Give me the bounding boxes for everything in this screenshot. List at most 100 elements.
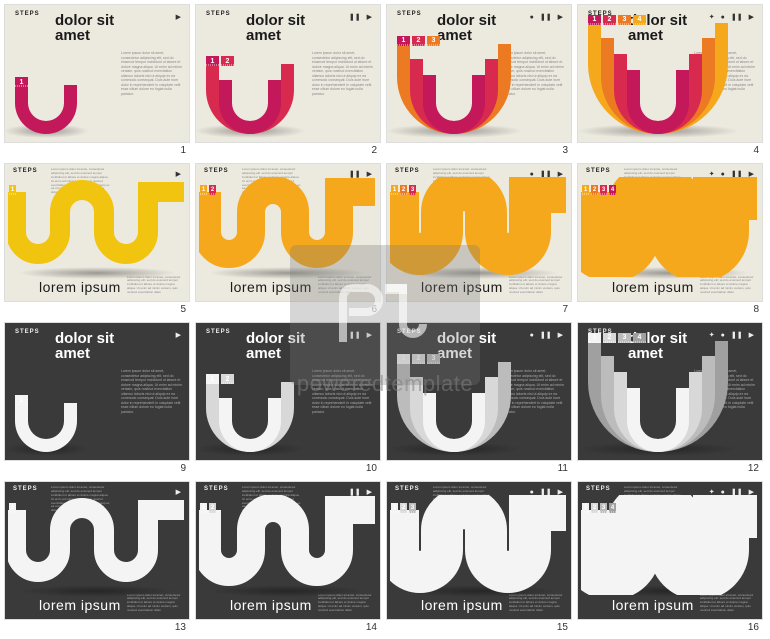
body-text: Lorem ipsum dolor sit amet, consectetur …	[121, 51, 183, 96]
step-tab-1: 1	[391, 503, 398, 513]
step-tab-2: 2	[603, 15, 616, 25]
control-icon: ▶	[176, 13, 181, 21]
slide-number: 3	[386, 143, 572, 158]
step-tab-2: 2	[400, 185, 407, 195]
slide-number: 7	[386, 302, 572, 317]
control-icon: ❚❚	[731, 13, 743, 21]
slide-number: 2	[195, 143, 381, 158]
control-icon: ❚❚	[349, 331, 361, 339]
slide-number: 15	[386, 620, 572, 635]
step-tab-3: 3	[600, 503, 607, 513]
slide-4[interactable]: STEPSdolor sit ametLorem ipsum dolor sit…	[577, 4, 763, 143]
slide-title: dolor sit amet	[246, 13, 336, 43]
step-tab-1: 1	[200, 503, 207, 513]
step-tab-3: 3	[427, 36, 440, 46]
control-icon: ❚❚	[349, 13, 361, 21]
step-tab-1: 1	[397, 36, 410, 46]
slide-number: 6	[195, 302, 381, 317]
slide-number: 13	[4, 620, 190, 635]
slide-title: dolor sit amet	[55, 13, 145, 43]
step-tab-1: 1	[206, 56, 219, 66]
slide-12[interactable]: STEPSdolor sit ametLorem ipsum dolor sit…	[577, 322, 763, 461]
body-text: Lorem ipsum dolor sit amet, consectetur …	[121, 369, 183, 414]
step-tab-3: 3	[618, 333, 631, 343]
step-tab-2: 2	[221, 374, 234, 384]
slide-15[interactable]: STEPSLorem ipsum dolor sit amet, consect…	[386, 481, 572, 620]
step-tab-2: 2	[591, 503, 598, 513]
slide-number: 14	[195, 620, 381, 635]
control-icon: ▶	[367, 331, 372, 339]
slide-3[interactable]: STEPSdolor sit ametLorem ipsum dolor sit…	[386, 4, 572, 143]
steps-label: STEPS	[397, 11, 422, 17]
body-text: Lorem ipsum dolor sit amet, consectetur …	[312, 51, 374, 96]
step-tab-1: 1	[588, 333, 601, 343]
body-text: Lorem ipsum dolor sit amet, consectetur …	[503, 369, 565, 414]
control-icon: ●	[530, 14, 534, 21]
slide-number: 9	[4, 461, 190, 476]
step-tab-3: 3	[427, 354, 440, 364]
step-tab-1: 1	[15, 77, 28, 87]
step-tab-2: 2	[400, 503, 407, 513]
control-icon: ▶	[558, 331, 563, 339]
slide-6[interactable]: STEPSLorem ipsum dolor sit amet, consect…	[195, 163, 381, 302]
control-icon: ▶	[558, 13, 563, 21]
step-tab-3: 3	[409, 503, 416, 513]
step-tab-1: 1	[200, 185, 207, 195]
step-tab-1: 1	[582, 503, 589, 513]
slide-2[interactable]: STEPS dolor sit amet Lorem ipsum dolor sit…	[195, 4, 381, 143]
step-tab-2: 2	[591, 185, 598, 195]
control-icon: ●	[721, 332, 725, 339]
control-icon: ▶	[176, 331, 181, 339]
slide-number: 11	[386, 461, 572, 476]
step-tab-4: 4	[609, 503, 616, 513]
control-icon: ❚❚	[540, 331, 552, 339]
slide-title: dolor sit amet	[55, 331, 145, 361]
step-tab-4: 4	[633, 15, 646, 25]
slide-14[interactable]: STEPSLorem ipsum dolor sit amet, consect…	[195, 481, 381, 620]
template-grid: STEPS dolor sit amet Lorem ipsum dolor sit…	[0, 0, 770, 639]
step-tab-1: 1	[391, 185, 398, 195]
step-tab-3: 3	[618, 15, 631, 25]
steps-label: STEPS	[206, 11, 231, 17]
slide-8[interactable]: STEPSLorem ipsum dolor sit amet, consect…	[577, 163, 763, 302]
step-tab-4: 4	[633, 333, 646, 343]
control-icon: ❚❚	[540, 13, 552, 21]
control-icon: ❚❚	[731, 331, 743, 339]
slide-13[interactable]: STEPSLorem ipsum dolor sit amet, consect…	[4, 481, 190, 620]
slide-number: 10	[195, 461, 381, 476]
step-tab-1: 1	[397, 354, 410, 364]
control-icon: ✦	[709, 13, 715, 21]
step-tab-1: 1	[206, 374, 219, 384]
step-tab-2: 2	[221, 56, 234, 66]
steps-label: STEPS	[206, 329, 231, 335]
step-tab-2: 2	[209, 185, 216, 195]
slide-7[interactable]: STEPSLorem ipsum dolor sit amet, consect…	[386, 163, 572, 302]
step-tab-1: 1	[15, 395, 28, 405]
step-tab-3: 3	[600, 185, 607, 195]
slide-number: 12	[577, 461, 763, 476]
slide-title: dolor sit amet	[246, 331, 336, 361]
slide-number: 5	[4, 302, 190, 317]
step-tab-2: 2	[412, 354, 425, 364]
control-icon: ✦	[709, 331, 715, 339]
body-text: Lorem ipsum dolor sit amet, consectetur …	[503, 51, 565, 96]
control-icon: ●	[721, 14, 725, 21]
slide-11[interactable]: STEPSdolor sit ametLorem ipsum dolor sit…	[386, 322, 572, 461]
control-icon: ▶	[749, 331, 754, 339]
step-tab-2: 2	[209, 503, 216, 513]
slide-1[interactable]: STEPS dolor sit amet Lorem ipsum dolor sit…	[4, 4, 190, 143]
step-tab-1: 1	[588, 15, 601, 25]
slide-16[interactable]: STEPSLorem ipsum dolor sit amet, consect…	[577, 481, 763, 620]
steps-label: STEPS	[15, 11, 40, 17]
slide-number: 16	[577, 620, 763, 635]
slide-10[interactable]: STEPS dolor sit amet Lorem ipsum dolor sit…	[195, 322, 381, 461]
step-tab-1: 1	[9, 185, 16, 195]
control-icon: ▶	[749, 13, 754, 21]
slide-number: 8	[577, 302, 763, 317]
body-text: Lorem ipsum dolor sit amet, consectetur …	[312, 369, 374, 414]
slide-5[interactable]: STEPSLorem ipsum dolor sit amet, consect…	[4, 163, 190, 302]
step-tab-1: 1	[9, 503, 16, 513]
slide-9[interactable]: STEPSdolor sit ametLorem ipsum dolor sit…	[4, 322, 190, 461]
steps-label: STEPS	[397, 329, 422, 335]
slide-number: 4	[577, 143, 763, 158]
